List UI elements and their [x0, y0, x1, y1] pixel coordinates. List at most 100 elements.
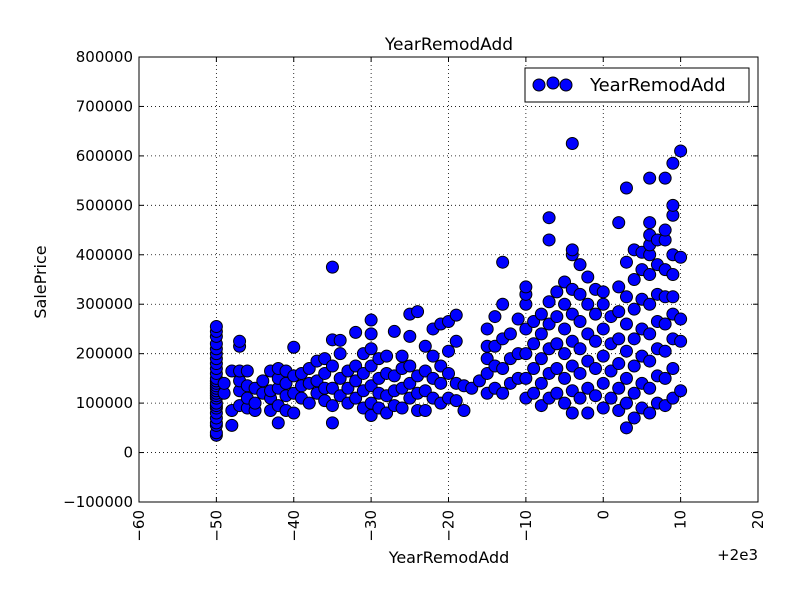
data-point — [395, 349, 409, 363]
data-point — [503, 327, 517, 341]
data-point — [527, 386, 541, 400]
legend-label: YearRemodAdd — [589, 75, 726, 96]
x-axis-offset-label: +2e3 — [717, 546, 758, 564]
data-point — [619, 421, 633, 435]
y-tick-label: 300000 — [76, 295, 133, 313]
data-point — [496, 386, 510, 400]
data-point — [619, 255, 633, 269]
data-point — [612, 280, 626, 294]
data-point — [534, 352, 548, 366]
data-point — [411, 305, 425, 319]
data-point — [658, 223, 672, 237]
data-point — [612, 332, 626, 346]
y-tick-label: 400000 — [76, 246, 133, 264]
x-tick-label: −50 — [207, 510, 225, 542]
data-point — [550, 285, 564, 299]
data-point — [380, 349, 394, 363]
data-point — [627, 332, 641, 346]
data-point — [589, 389, 603, 403]
data-point — [558, 347, 572, 361]
data-point — [364, 327, 378, 341]
data-point — [589, 334, 603, 348]
data-point — [596, 376, 610, 390]
data-point — [581, 297, 595, 311]
data-point — [573, 342, 587, 356]
data-point — [496, 255, 510, 269]
data-point — [643, 268, 657, 282]
data-point — [418, 339, 432, 353]
data-point — [643, 327, 657, 341]
data-point — [589, 362, 603, 375]
data-point — [573, 258, 587, 272]
data-point — [550, 337, 564, 351]
data-point — [558, 297, 572, 311]
data-point — [573, 315, 587, 329]
data-point — [619, 181, 633, 195]
legend-marker — [546, 76, 560, 90]
data-point — [550, 310, 564, 324]
x-tick-label: 20 — [749, 510, 767, 529]
data-point — [542, 211, 556, 225]
data-point — [666, 268, 680, 282]
x-axis-ticks: −60 −50 −40 −30 −20 −10 0 10 20 — [130, 57, 767, 542]
data-point — [581, 406, 595, 420]
data-point — [674, 250, 688, 264]
y-tick-label: 200000 — [76, 345, 133, 363]
data-point — [619, 290, 633, 304]
data-point — [619, 317, 633, 331]
data-point — [387, 324, 401, 338]
data-point — [449, 308, 463, 322]
data-point — [558, 396, 572, 410]
data-point — [434, 376, 448, 390]
x-tick-label: −10 — [517, 510, 535, 542]
y-tick-label: 100000 — [76, 394, 133, 412]
data-point — [449, 334, 463, 348]
data-point — [674, 144, 688, 158]
data-point — [403, 329, 417, 343]
data-point — [658, 171, 672, 185]
data-point — [325, 260, 339, 274]
data-point — [643, 216, 657, 230]
data-points — [209, 137, 688, 442]
data-point — [217, 376, 231, 390]
data-point — [287, 340, 301, 354]
data-point — [542, 295, 556, 309]
y-tick-label: 700000 — [76, 97, 133, 115]
data-point — [619, 396, 633, 410]
data-point — [573, 287, 587, 301]
legend: YearRemodAdd — [524, 67, 750, 103]
data-point — [233, 334, 247, 348]
y-tick-label: 800000 — [76, 48, 133, 66]
data-point — [364, 342, 378, 356]
data-point — [627, 302, 641, 316]
data-point — [325, 359, 339, 373]
data-point — [643, 171, 657, 185]
chart-title: YearRemodAdd — [384, 35, 513, 55]
y-tick-label: 500000 — [76, 196, 133, 214]
y-axis-label: SalePrice — [31, 245, 50, 318]
data-point — [619, 344, 633, 358]
y-tick-label: 0 — [123, 444, 133, 462]
data-point — [565, 137, 579, 151]
data-point — [619, 371, 633, 385]
data-point — [666, 290, 680, 304]
data-point — [550, 362, 564, 375]
data-point — [658, 371, 672, 385]
data-point — [565, 243, 579, 257]
data-point — [550, 386, 564, 400]
y-axis-ticks: −100000 0 100000 200000 300000 400000 500000 60… — [63, 48, 758, 511]
data-point — [302, 396, 316, 410]
data-point — [627, 411, 641, 425]
data-point — [643, 297, 657, 311]
data-point — [643, 406, 657, 420]
data-point — [349, 325, 363, 339]
data-point — [225, 418, 239, 432]
data-point — [248, 396, 262, 410]
data-point — [209, 319, 223, 333]
data-point — [627, 386, 641, 400]
data-point — [612, 305, 626, 319]
data-point — [565, 406, 579, 420]
data-point — [542, 233, 556, 247]
data-point — [287, 406, 301, 420]
